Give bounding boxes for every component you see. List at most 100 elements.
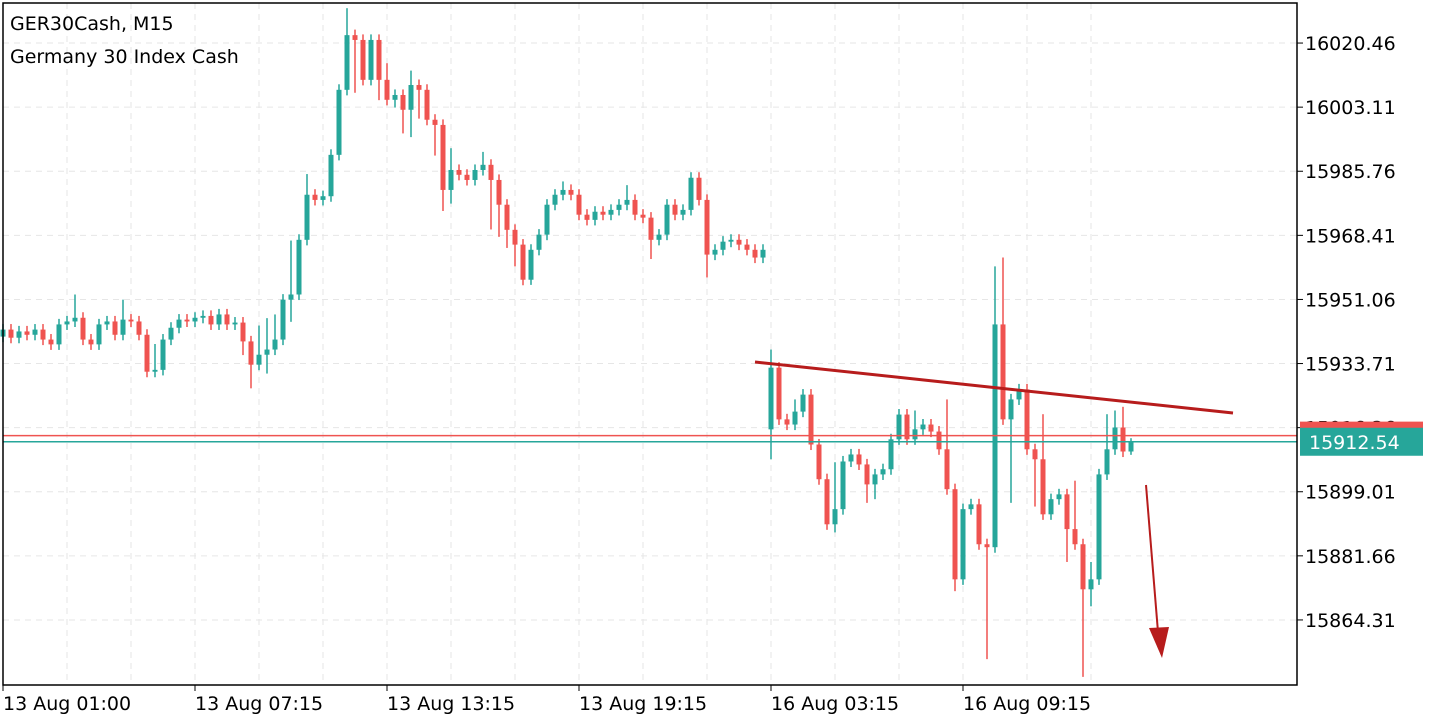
candle-body	[928, 424, 934, 432]
candle-body	[880, 469, 886, 475]
candle-body	[808, 394, 814, 445]
candle-body	[320, 196, 326, 200]
candle-body	[904, 414, 910, 440]
candle-body	[8, 329, 14, 338]
x-tick-label: 16 Aug 03:15	[771, 693, 899, 715]
candle-body	[760, 249, 766, 258]
y-tick-label: 15899.01	[1305, 482, 1396, 504]
candle-body	[472, 169, 478, 180]
candle-body	[520, 244, 526, 280]
candle-body	[1040, 459, 1046, 515]
candle-body	[296, 239, 302, 295]
candle-body	[536, 234, 542, 250]
candle-body	[568, 189, 574, 195]
candle-body	[968, 504, 974, 510]
x-tick-label: 13 Aug 07:15	[195, 693, 323, 715]
last-price-label: 15912.54	[1309, 432, 1400, 454]
candle-body	[712, 249, 718, 255]
arrow-head	[1149, 627, 1169, 658]
candle-body	[160, 339, 166, 370]
candle-body	[1128, 441, 1134, 452]
candle-body	[168, 327, 174, 340]
y-tick-label: 15951.06	[1305, 289, 1396, 311]
candle-body	[496, 179, 502, 205]
candle-body	[456, 169, 462, 175]
candle-body	[424, 89, 430, 120]
candle-body	[328, 154, 334, 197]
candle-body	[752, 249, 758, 258]
candle-body	[40, 329, 46, 340]
candle-body	[128, 319, 134, 322]
candle-body	[416, 85, 422, 90]
candle-body	[704, 199, 710, 255]
candle-body	[264, 349, 270, 355]
candle-body	[1120, 427, 1126, 452]
candle-body	[376, 39, 382, 80]
candle-body	[448, 169, 454, 190]
candle-body	[88, 339, 94, 345]
candle-body	[24, 331, 30, 335]
candle-body	[608, 209, 614, 215]
candle-body	[1064, 494, 1070, 530]
candle-body	[432, 119, 438, 125]
candle-body	[600, 211, 606, 215]
candle-body	[832, 509, 838, 525]
candle-body	[984, 544, 990, 548]
candle-body	[944, 449, 950, 490]
candle-body	[368, 39, 374, 80]
candle-body	[888, 439, 894, 470]
candle-body	[696, 177, 702, 200]
candle-body	[304, 194, 310, 240]
candle-body	[400, 94, 406, 110]
candle-body	[280, 299, 286, 340]
y-tick-label: 15881.66	[1305, 546, 1396, 568]
y-tick-label: 15985.76	[1305, 161, 1396, 183]
candle-body	[624, 199, 630, 205]
candle-body	[864, 464, 870, 485]
candle-body	[1000, 324, 1006, 420]
candle-body	[248, 341, 254, 365]
candle-body	[512, 229, 518, 245]
candle-body	[800, 394, 806, 412]
candle-body	[152, 369, 158, 372]
candle-body	[816, 444, 822, 480]
candle-body	[1016, 389, 1022, 400]
candle-body	[672, 204, 678, 215]
chart-subtitle: Germany 30 Index Cash	[10, 46, 239, 68]
candle-body	[1080, 544, 1086, 590]
candle-body	[224, 314, 230, 325]
candle-body	[112, 321, 118, 335]
candle-body	[1096, 474, 1102, 580]
candle-body	[80, 317, 86, 340]
candle-body	[960, 509, 966, 580]
candle-body	[72, 317, 78, 322]
candle-body	[912, 429, 918, 440]
candle-body	[96, 324, 102, 345]
y-tick-label: 15933.71	[1305, 354, 1396, 376]
x-tick-label: 13 Aug 13:15	[387, 693, 515, 715]
candle-body	[776, 367, 782, 420]
candle-body	[56, 324, 62, 345]
candle-body	[840, 461, 846, 510]
chart-title: GER30Cash, M15	[10, 13, 174, 35]
candle-body	[176, 319, 182, 328]
candle-body	[560, 189, 566, 195]
x-tick-label: 16 Aug 09:15	[963, 693, 1091, 715]
candle-body	[480, 164, 486, 170]
candle-body	[104, 321, 110, 325]
candle-body	[136, 321, 142, 335]
candle-body	[144, 334, 150, 372]
candle-body	[616, 204, 622, 210]
candle-body	[936, 431, 942, 450]
y-tick-label: 15968.41	[1305, 225, 1396, 247]
candle-body	[1024, 389, 1030, 450]
candle-body	[640, 214, 646, 218]
axes: 15864.3115881.6615899.0115916.3615933.71…	[2, 33, 1423, 715]
candle-body	[952, 489, 958, 580]
candle-body	[256, 354, 262, 365]
candle-body	[552, 194, 558, 205]
candle-body	[312, 194, 318, 200]
candle-body	[232, 322, 238, 325]
